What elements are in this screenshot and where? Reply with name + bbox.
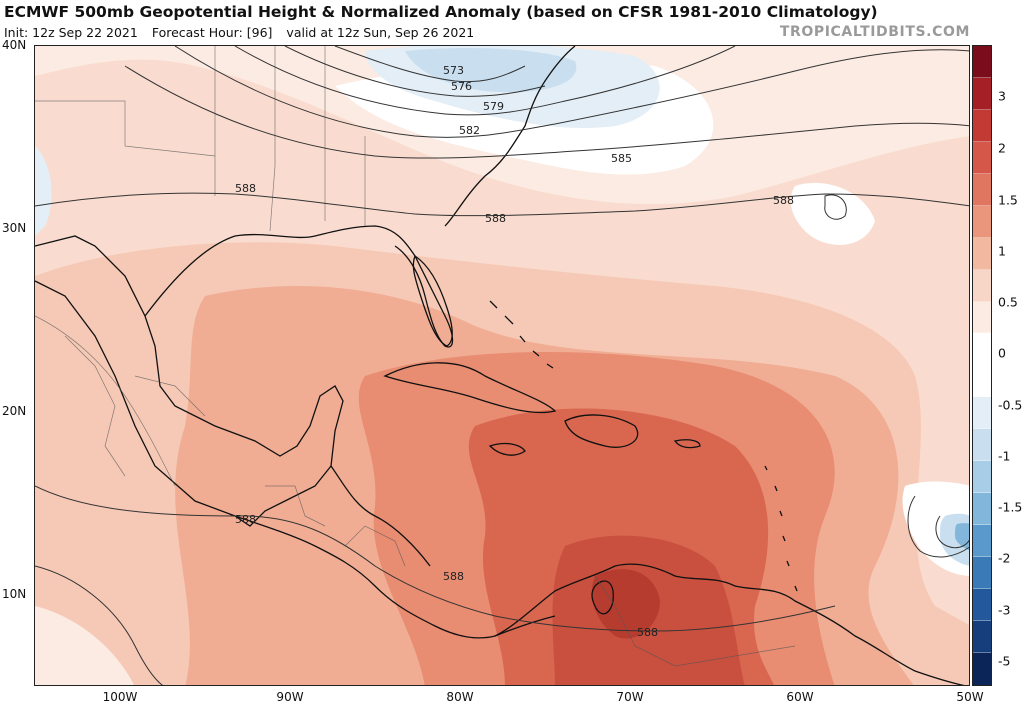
contour-label-576: 576: [451, 80, 472, 93]
colorbar-tick-2: 2: [998, 140, 1006, 156]
colorbar-segment: [973, 429, 991, 462]
forecast-hour: Forecast Hour: [96]: [151, 25, 273, 40]
colorbar-segment: [973, 397, 991, 430]
init-time: Init: 12z Sep 22 2021: [4, 25, 138, 40]
contour-label-585: 585: [611, 152, 632, 165]
brand-watermark: TROPICALTIDBITS.COM: [779, 24, 970, 40]
contour-label-588-caribbean: 588: [443, 570, 464, 583]
lon-label-70w: 70W: [616, 690, 644, 704]
colorbar-segment: [973, 205, 991, 238]
colorbar-segment: [973, 588, 991, 621]
colorbar-tick-3: 3: [998, 88, 1006, 104]
valid-time: valid at 12z Sun, Sep 26 2021: [286, 25, 475, 40]
colorbar-segment: [973, 109, 991, 142]
coastlines: [35, 46, 965, 685]
contour-label-588-atlantic: 588: [485, 212, 506, 225]
political-borders: [35, 46, 796, 667]
colorbar-segment: [973, 620, 991, 653]
map-canvas: 573 576 579 582 585 588 588 588 588 588 …: [35, 46, 969, 685]
colorbar-tick-neg-3: -3: [998, 602, 1011, 618]
lon-label-60w: 60W: [786, 690, 814, 704]
colorbar-segment: [973, 365, 991, 398]
colorbar-segment: [973, 557, 991, 589]
contour-label-588-gulf: 588: [235, 182, 256, 195]
colorbar-segment: [973, 461, 991, 494]
lat-label-30n: 30N: [2, 221, 27, 235]
contour-labels: 573 576 579 582 585 588 588 588 588 588 …: [235, 64, 794, 639]
colorbar-tick-neg-2: -2: [998, 550, 1011, 566]
height-contours: [35, 46, 969, 685]
colorbar-segment: [973, 652, 991, 685]
colorbar-tick-1-5: 1.5: [998, 192, 1018, 208]
contour-label-579: 579: [483, 100, 504, 113]
colorbar-tick-neg-1: -1: [998, 448, 1011, 464]
colorbar-segment: [973, 301, 991, 334]
colorbar-segment: [973, 333, 991, 366]
lon-label-90w: 90W: [276, 690, 304, 704]
colorbar-segment: [973, 173, 991, 206]
lat-label-20n: 20N: [2, 404, 27, 418]
colorbar-tick-neg-0-5: -0.5: [998, 397, 1023, 413]
contour-label-588-east: 588: [773, 194, 794, 207]
map-title: ECMWF 500mb Geopotential Height & Normal…: [4, 3, 878, 21]
anomaly-map: 573 576 579 582 585 588 588 588 588 588 …: [34, 45, 970, 686]
colorbar-tick-neg-1-5: -1.5: [998, 499, 1023, 515]
lon-label-80w: 80W: [446, 690, 474, 704]
lat-label-40n: 40N: [2, 38, 27, 52]
contour-label-573: 573: [443, 64, 464, 77]
colorbar-segment: [973, 269, 991, 302]
colorbar-segment: [973, 237, 991, 270]
colorbar-segment: [973, 525, 991, 557]
contour-label-588-south-america: 588: [637, 626, 658, 639]
colorbar: [972, 45, 992, 686]
colorbar-tick-0: 0: [998, 345, 1006, 361]
map-subtitle: Init: 12z Sep 22 2021 Forecast Hour: [96…: [4, 25, 484, 40]
colorbar-segment: [973, 141, 991, 174]
colorbar-tick-neg-5: -5: [998, 653, 1011, 669]
contour-label-588-central-america: 588: [235, 513, 256, 526]
colorbar-segment: [973, 493, 991, 526]
colorbar-tick-1: 1: [998, 243, 1006, 259]
colorbar-segments: [973, 46, 991, 685]
lon-label-100w: 100W: [102, 690, 138, 704]
lat-label-10n: 10N: [2, 587, 27, 601]
colorbar-tick-0-5: 0.5: [998, 294, 1018, 310]
colorbar-segment: [973, 77, 991, 110]
contour-label-582: 582: [459, 124, 480, 137]
colorbar-segment: [973, 46, 991, 78]
lon-label-50w: 50W: [956, 690, 984, 704]
